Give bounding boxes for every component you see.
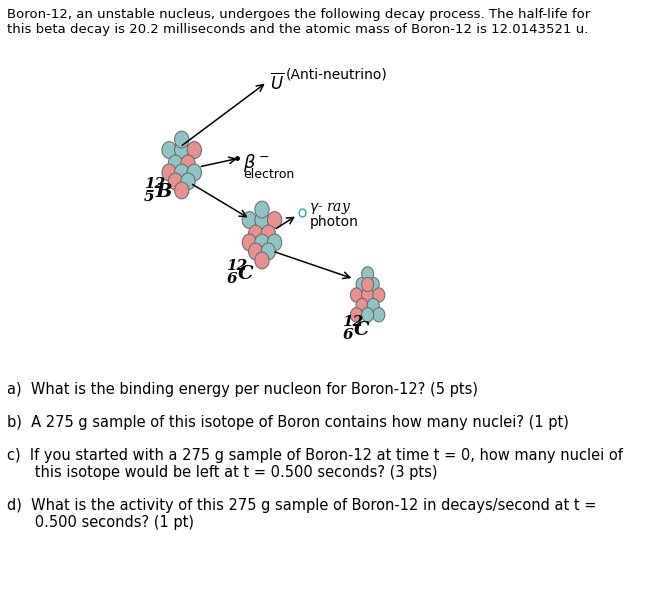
Circle shape — [356, 298, 368, 312]
Circle shape — [249, 243, 263, 260]
Text: d)  What is the activity of this 275 g sample of Boron-12 in decays/second at t : d) What is the activity of this 275 g sa… — [7, 498, 596, 513]
Circle shape — [361, 267, 374, 281]
Text: (Anti-neutrino): (Anti-neutrino) — [286, 68, 387, 82]
Circle shape — [242, 211, 256, 228]
Circle shape — [255, 211, 269, 228]
Circle shape — [162, 164, 176, 181]
Circle shape — [187, 142, 201, 158]
Circle shape — [175, 164, 189, 181]
Circle shape — [255, 252, 269, 269]
Circle shape — [373, 308, 385, 322]
Circle shape — [175, 142, 189, 158]
Circle shape — [351, 288, 363, 302]
Circle shape — [168, 155, 183, 172]
Text: b)  A 275 g sample of this isotope of Boron contains how many nuclei? (1 pt): b) A 275 g sample of this isotope of Bor… — [7, 415, 569, 430]
Circle shape — [268, 211, 282, 228]
Text: this isotope would be left at t = 0.500 seconds? (3 pts): this isotope would be left at t = 0.500 … — [7, 465, 438, 480]
Circle shape — [268, 234, 282, 251]
Text: electron: electron — [244, 168, 294, 181]
Text: 0.500 seconds? (1 pt): 0.500 seconds? (1 pt) — [7, 515, 194, 530]
Text: C: C — [354, 321, 369, 339]
Text: this beta decay is 20.2 milliseconds and the atomic mass of Boron-12 is 12.01435: this beta decay is 20.2 milliseconds and… — [7, 23, 588, 36]
Circle shape — [181, 155, 195, 172]
Text: photon: photon — [309, 215, 358, 229]
Text: 5: 5 — [144, 190, 155, 204]
Circle shape — [367, 298, 379, 312]
Text: 6: 6 — [227, 272, 237, 286]
Circle shape — [356, 277, 368, 292]
Circle shape — [168, 173, 183, 190]
Text: 6: 6 — [343, 328, 353, 342]
Circle shape — [361, 288, 374, 302]
Circle shape — [249, 225, 263, 242]
Text: B: B — [155, 183, 172, 201]
Text: c)  If you started with a 275 g sample of Boron-12 at time t = 0, how many nucle: c) If you started with a 275 g sample of… — [7, 448, 623, 463]
Circle shape — [261, 243, 276, 260]
Circle shape — [261, 225, 276, 242]
Text: $\beta^-$: $\beta^-$ — [244, 152, 270, 174]
Circle shape — [373, 288, 385, 302]
Text: C: C — [238, 265, 254, 283]
Circle shape — [351, 308, 363, 322]
Circle shape — [181, 173, 195, 190]
Circle shape — [242, 234, 256, 251]
Circle shape — [367, 277, 379, 292]
Circle shape — [361, 277, 374, 292]
Circle shape — [255, 234, 269, 251]
Circle shape — [175, 131, 189, 148]
Circle shape — [162, 142, 176, 158]
Text: $\gamma$- ray: $\gamma$- ray — [309, 200, 351, 216]
Circle shape — [175, 182, 189, 199]
Text: 12: 12 — [343, 315, 363, 329]
Text: a)  What is the binding energy per nucleon for Boron-12? (5 pts): a) What is the binding energy per nucleo… — [7, 382, 478, 397]
Text: 12: 12 — [144, 177, 165, 191]
Text: $\overline{U}$: $\overline{U}$ — [270, 72, 284, 93]
Circle shape — [187, 164, 201, 181]
Circle shape — [361, 308, 374, 322]
Text: Boron-12, an unstable nucleus, undergoes the following decay process. The half-l: Boron-12, an unstable nucleus, undergoes… — [7, 8, 590, 21]
Text: 12: 12 — [227, 259, 248, 273]
Circle shape — [255, 201, 269, 218]
